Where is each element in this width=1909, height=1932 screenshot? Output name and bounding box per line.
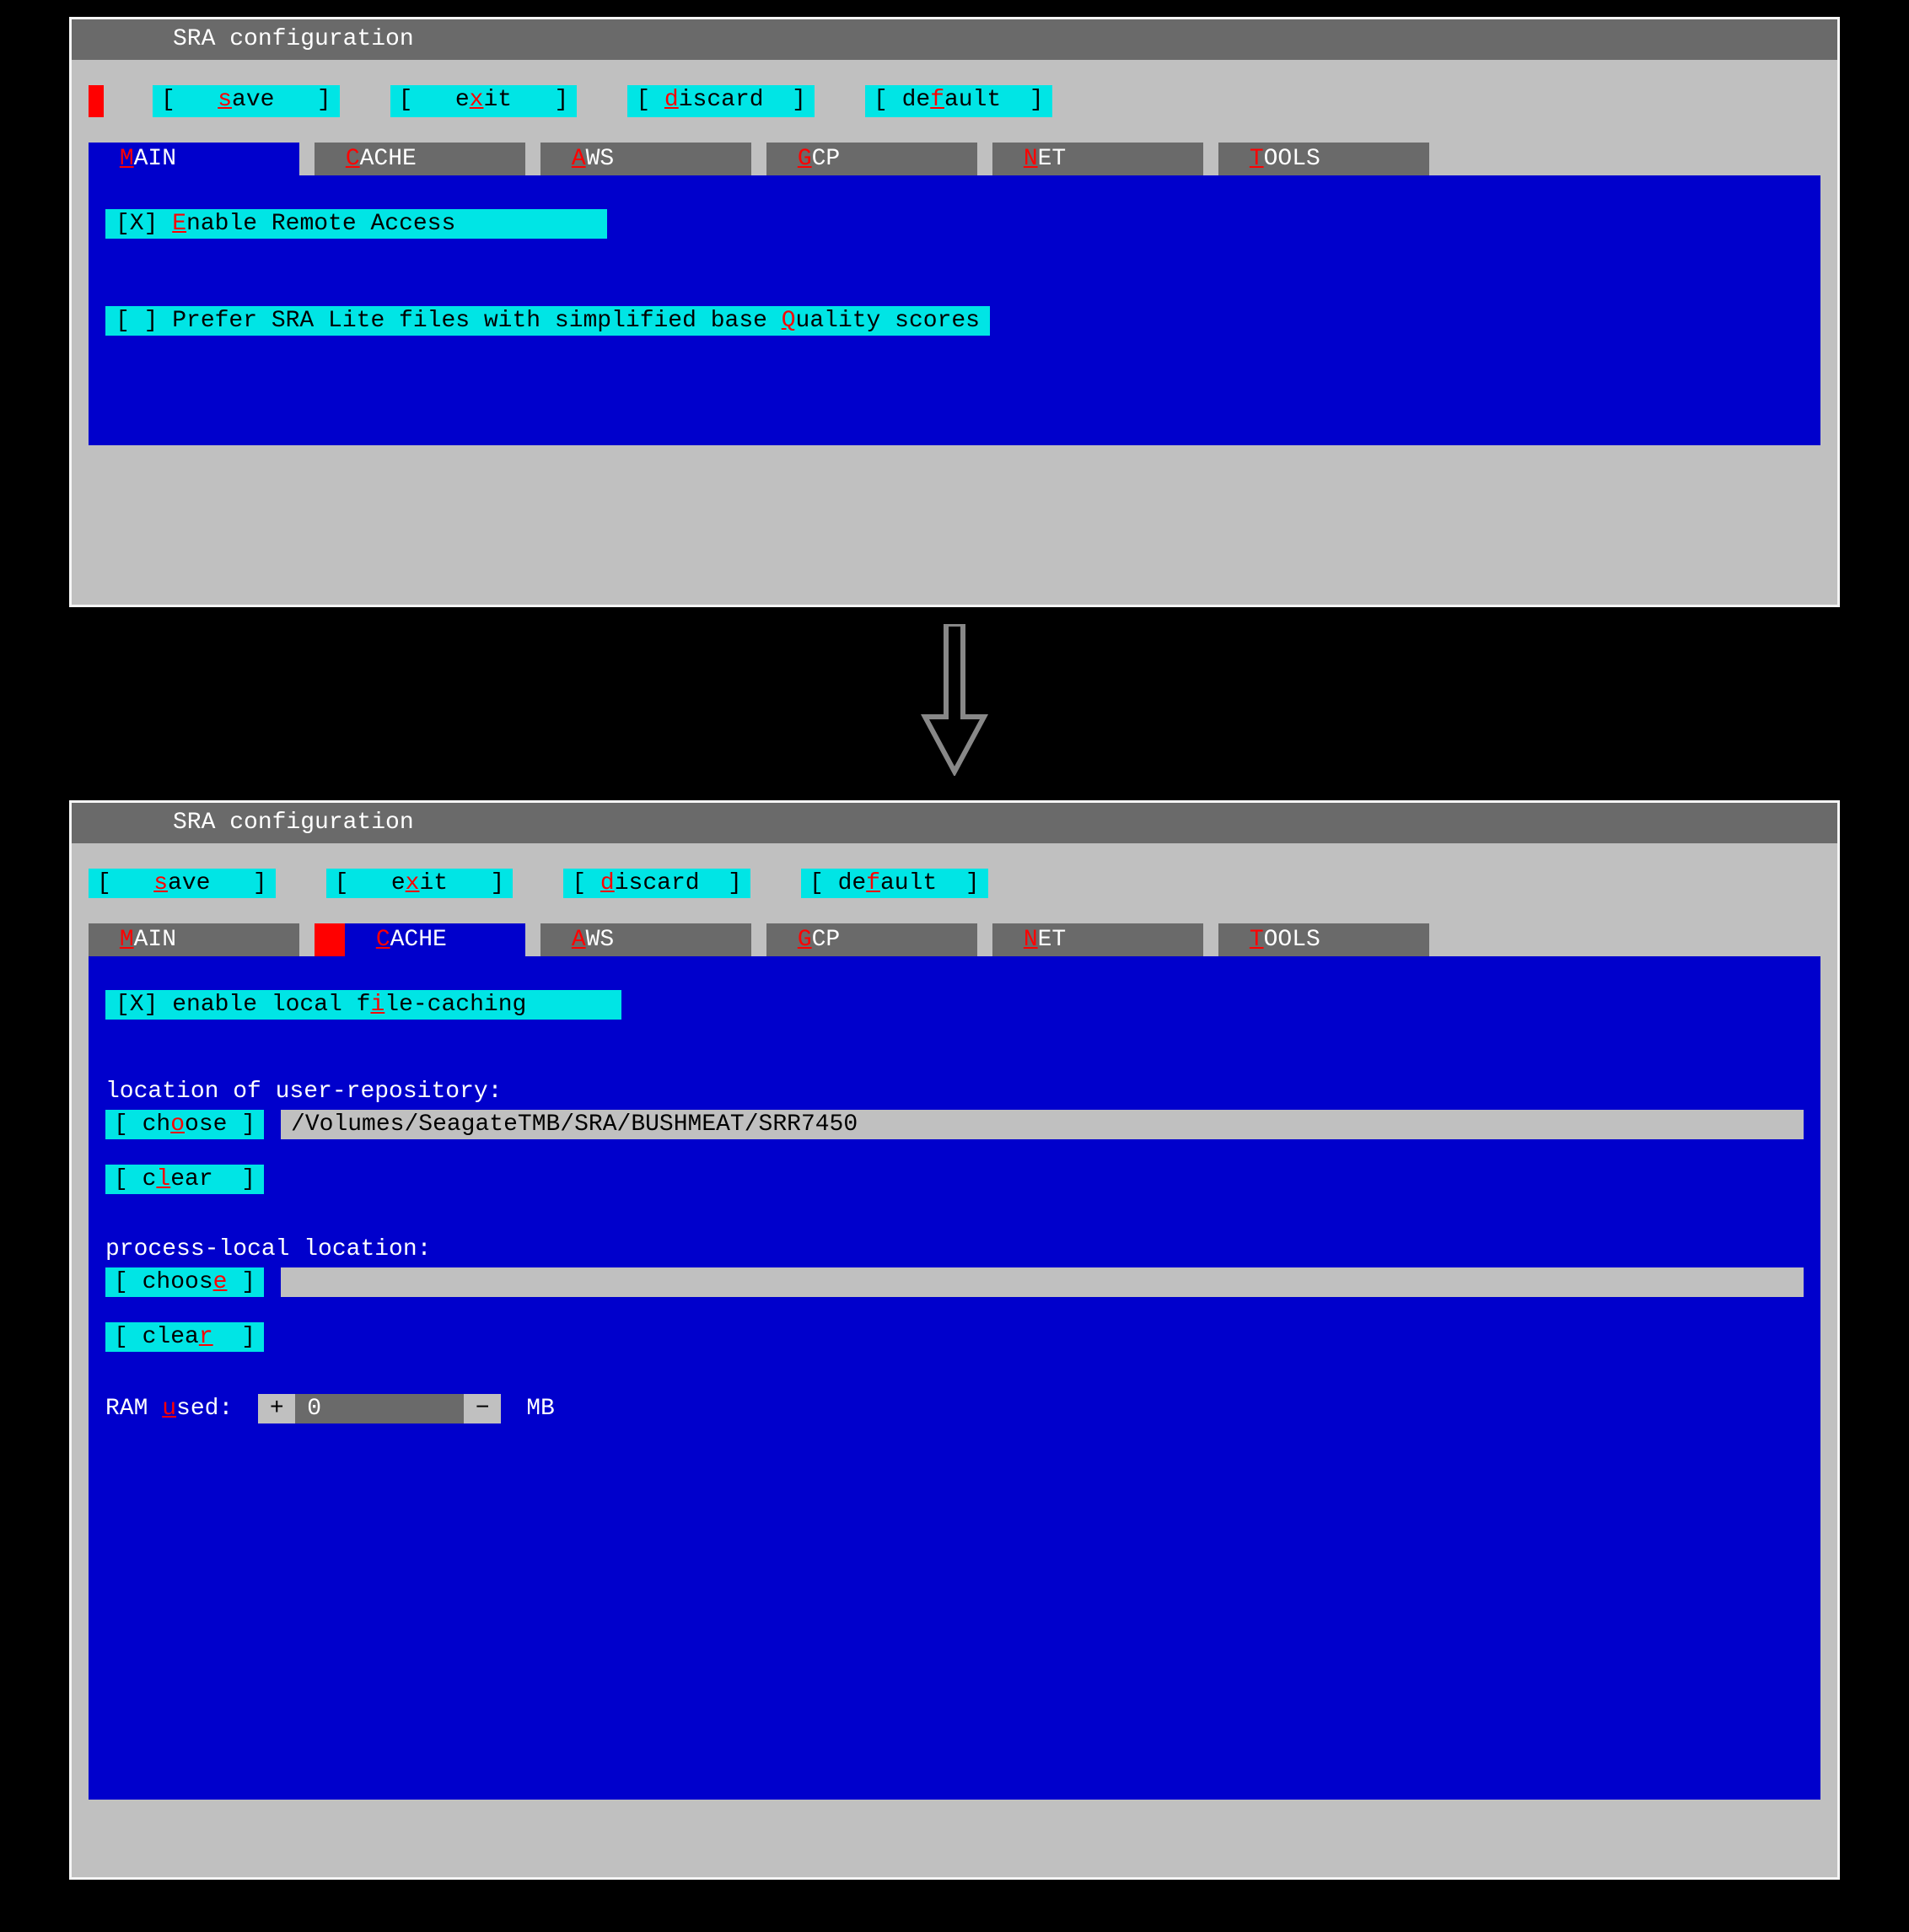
choose-process-local-button[interactable]: [ choose ]: [105, 1267, 264, 1297]
tab-tools[interactable]: TOOLS: [1218, 923, 1429, 956]
tab-gcp[interactable]: GCP: [766, 143, 977, 175]
tab-bar: MAIN CACHE AWS GCP NET TOOLS: [72, 143, 1837, 175]
discard-button[interactable]: [ discard ]: [627, 85, 815, 117]
discard-button[interactable]: [ discard ]: [563, 869, 750, 898]
default-button[interactable]: [ default ]: [865, 85, 1052, 117]
save-button[interactable]: [ save ]: [89, 869, 276, 898]
cache-panel: [X] enable local file-caching location o…: [89, 956, 1820, 1800]
sra-config-window-main: SRA configuration [ save ] [ exit ] [ di…: [69, 17, 1840, 607]
default-button[interactable]: [ default ]: [801, 869, 988, 898]
ram-value[interactable]: 0: [295, 1394, 464, 1423]
tab-aws[interactable]: AWS: [540, 143, 751, 175]
tab-net[interactable]: NET: [992, 143, 1203, 175]
toolbar: [ save ] [ exit ] [ discard ] [ default …: [72, 60, 1837, 143]
user-repository-label: location of user-repository:: [105, 1079, 1804, 1105]
enable-file-caching-checkbox[interactable]: [X] enable local file-caching: [105, 990, 621, 1020]
ram-stepper: + 0 −: [258, 1394, 501, 1423]
tab-tools[interactable]: TOOLS: [1218, 143, 1429, 175]
window-title: SRA configuration: [72, 19, 1837, 60]
process-local-path-field[interactable]: [281, 1267, 1804, 1297]
ram-used-label: RAM used:: [105, 1396, 233, 1422]
cursor: [315, 923, 345, 956]
sra-config-window-cache: SRA configuration [ save ] [ exit ] [ di…: [69, 800, 1840, 1880]
ram-unit-label: MB: [526, 1396, 555, 1422]
enable-remote-access-checkbox[interactable]: [X] Enable Remote Access: [105, 209, 607, 239]
tab-main[interactable]: MAIN: [89, 143, 299, 175]
down-arrow-icon: [0, 624, 1909, 783]
process-local-label: process-local location:: [105, 1236, 1804, 1262]
tab-bar: MAIN CACHE AWS GCP NET TOOLS: [72, 923, 1837, 956]
exit-button[interactable]: [ exit ]: [390, 85, 578, 117]
exit-button[interactable]: [ exit ]: [326, 869, 514, 898]
user-repo-path-field[interactable]: /Volumes/SeagateTMB/SRA/BUSHMEAT/SRR7450: [281, 1110, 1804, 1139]
tab-aws[interactable]: AWS: [540, 923, 751, 956]
clear-user-repo-button[interactable]: [ clear ]: [105, 1165, 264, 1194]
cursor: [89, 85, 104, 117]
window-title: SRA configuration: [72, 803, 1837, 843]
main-panel: [X] Enable Remote Access [ ] Prefer SRA …: [89, 175, 1820, 445]
ram-decrement-button[interactable]: −: [464, 1394, 501, 1423]
clear-process-local-button[interactable]: [ clear ]: [105, 1322, 264, 1352]
toolbar: [ save ] [ exit ] [ discard ] [ default …: [72, 843, 1837, 923]
tab-cache[interactable]: CACHE: [315, 143, 525, 175]
tab-main[interactable]: MAIN: [89, 923, 299, 956]
choose-user-repo-button[interactable]: [ choose ]: [105, 1110, 264, 1139]
ram-increment-button[interactable]: +: [258, 1394, 295, 1423]
save-button[interactable]: [ save ]: [153, 85, 340, 117]
prefer-sra-lite-checkbox[interactable]: [ ] Prefer SRA Lite files with simplifie…: [105, 306, 990, 336]
tab-cache[interactable]: CACHE: [345, 923, 525, 956]
tab-net[interactable]: NET: [992, 923, 1203, 956]
tab-gcp[interactable]: GCP: [766, 923, 977, 956]
